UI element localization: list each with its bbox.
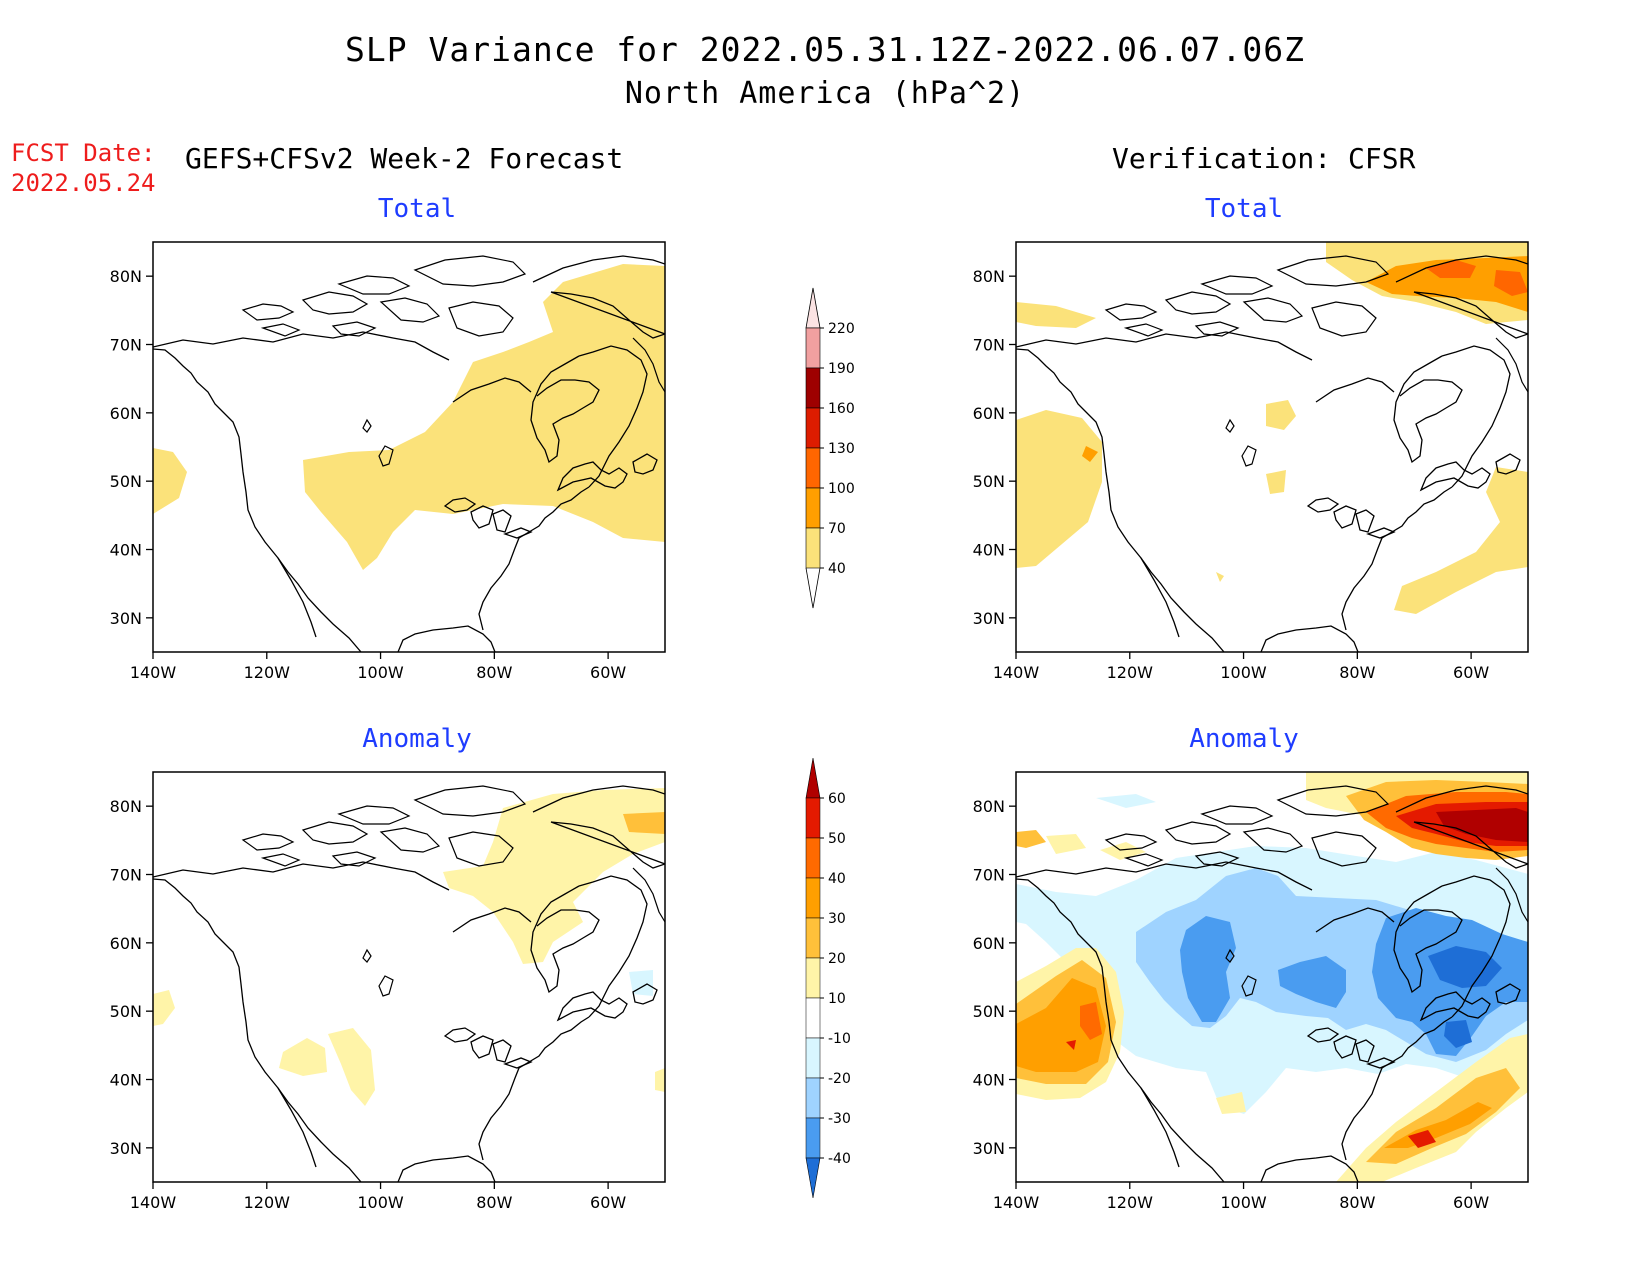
lon-label: 140W <box>993 1193 1040 1212</box>
colorbar-anomaly-segment <box>805 917 821 959</box>
lat-label: 60N <box>110 934 142 953</box>
colorbar-total-segment <box>805 527 821 569</box>
lon-label: 60W <box>1453 1193 1489 1212</box>
figure-subtitle: North America (hPa^2) <box>624 76 1026 111</box>
lon-label: 140W <box>993 663 1040 682</box>
colorbar-total-label: 70 <box>828 521 846 537</box>
colorbar-anomaly-segment <box>805 837 821 879</box>
lat-label: 60N <box>973 404 1005 423</box>
lat-label: 50N <box>973 472 1005 491</box>
lon-label: 80W <box>1339 663 1375 682</box>
lon-label: 100W <box>1220 1193 1267 1212</box>
lat-label: 70N <box>973 866 1005 885</box>
colorbar-total-label: 40 <box>828 561 846 577</box>
colorbar-total-segment <box>805 407 821 449</box>
lat-label: 40N <box>973 1071 1005 1090</box>
lon-label: 120W <box>1107 663 1154 682</box>
lon-label: 140W <box>130 663 177 682</box>
lat-label: 70N <box>973 336 1005 355</box>
forecast-date-block: FCST Date: 2022.05.24 <box>11 138 156 198</box>
colorbar-total-label: 220 <box>828 321 855 337</box>
colorbar-anomaly-label: 40 <box>828 871 846 887</box>
fcst-date-value: 2022.05.24 <box>11 169 156 197</box>
lon-label: 80W <box>1339 1193 1375 1212</box>
colorbar-total-label: 190 <box>828 361 855 377</box>
colorbar-total-top-arrow <box>805 287 821 329</box>
lat-label: 80N <box>973 797 1005 816</box>
lon-label: 100W <box>1220 663 1267 682</box>
fcst-date-label: FCST Date: <box>11 139 156 167</box>
colorbar-total-bottom-arrow <box>805 567 821 609</box>
colorbar-anomaly-label: -10 <box>828 1031 851 1047</box>
lon-label: 60W <box>590 663 626 682</box>
map-verification-total <box>1015 241 1529 653</box>
map-axes: 80N 70N 60N 50N 40N 30N 140W 120W 100W 80W 60W 80N 7… <box>110 267 1490 1212</box>
lat-label: 50N <box>110 472 142 491</box>
lon-label: 80W <box>476 663 512 682</box>
colorbar-total-segment <box>805 367 821 409</box>
colorbar-anomaly-segment <box>805 877 821 919</box>
lon-label: 80W <box>476 1193 512 1212</box>
colorbar-anomaly-label: 50 <box>828 831 846 847</box>
colorbar-anomaly-segment <box>805 797 821 839</box>
colorbar-anomaly-label: -40 <box>828 1151 851 1167</box>
panel-title-verification-total: Total <box>1204 194 1284 224</box>
lat-label: 50N <box>973 1002 1005 1021</box>
colorbar-total-label: 160 <box>828 401 855 417</box>
colorbar-anomaly-bottom-arrow <box>805 1157 821 1199</box>
lat-label: 60N <box>973 934 1005 953</box>
lon-label: 120W <box>1107 1193 1154 1212</box>
lat-label: 40N <box>973 541 1005 560</box>
lat-label: 80N <box>973 267 1005 286</box>
lat-label: 80N <box>110 797 142 816</box>
lon-label: 100W <box>357 1193 404 1212</box>
colorbar-total-label: 100 <box>828 481 855 497</box>
colorbar-anomaly-segment <box>805 1117 821 1159</box>
lon-label: 140W <box>130 1193 177 1212</box>
lat-label: 60N <box>110 404 142 423</box>
lon-label: 120W <box>244 663 291 682</box>
map-forecast-total <box>152 241 666 653</box>
lat-label: 30N <box>973 609 1005 628</box>
lon-label: 100W <box>357 663 404 682</box>
colorbar-total: 220 190 160 130 100 70 40 <box>805 287 855 609</box>
lon-label: 120W <box>244 1193 291 1212</box>
colorbar-anomaly-label: 20 <box>828 951 846 967</box>
colorbar-total-label: 130 <box>828 441 855 457</box>
lat-label: 30N <box>973 1139 1005 1158</box>
lat-label: 50N <box>110 1002 142 1021</box>
panel-title-forecast-anomaly: Anomaly <box>362 724 472 754</box>
colorbar-anomaly-label: -20 <box>828 1071 851 1087</box>
panel-title-verification-anomaly: Anomaly <box>1189 724 1299 754</box>
lon-label: 60W <box>590 1193 626 1212</box>
colorbar-total-segment <box>805 327 821 369</box>
colorbar-anomaly-top-arrow <box>805 757 821 799</box>
lat-label: 40N <box>110 1071 142 1090</box>
colorbar-total-segment <box>805 447 821 489</box>
map-forecast-anomaly <box>152 771 666 1183</box>
colorbar-anomaly-label: 10 <box>828 991 846 1007</box>
colorbar-anomaly: 60 50 40 30 20 10 -10 -20 -30 -40 <box>805 757 851 1199</box>
colorbar-anomaly-label: 60 <box>828 791 846 807</box>
lon-label: 60W <box>1453 663 1489 682</box>
colorbar-anomaly-segment <box>805 1037 821 1079</box>
lat-label: 40N <box>110 541 142 560</box>
lat-label: 70N <box>110 866 142 885</box>
lat-label: 70N <box>110 336 142 355</box>
panel-title-forecast-total: Total <box>377 194 457 224</box>
lat-label: 30N <box>110 1139 142 1158</box>
lat-label: 30N <box>110 609 142 628</box>
figure-title: SLP Variance for 2022.05.31.12Z-2022.06.… <box>345 30 1305 69</box>
colorbar-anomaly-segment <box>805 1077 821 1119</box>
colorbar-anomaly-label: 30 <box>828 911 846 927</box>
colorbar-anomaly-segment <box>805 997 821 1039</box>
verification-heading: Verification: CFSR <box>1112 142 1416 175</box>
lat-label: 80N <box>110 267 142 286</box>
forecast-heading: GEFS+CFSv2 Week-2 Forecast <box>185 142 624 175</box>
colorbar-total-segment <box>805 487 821 529</box>
colorbar-anomaly-segment <box>805 957 821 999</box>
colorbar-anomaly-label: -30 <box>828 1111 851 1127</box>
map-verification-anomaly <box>1015 771 1529 1183</box>
